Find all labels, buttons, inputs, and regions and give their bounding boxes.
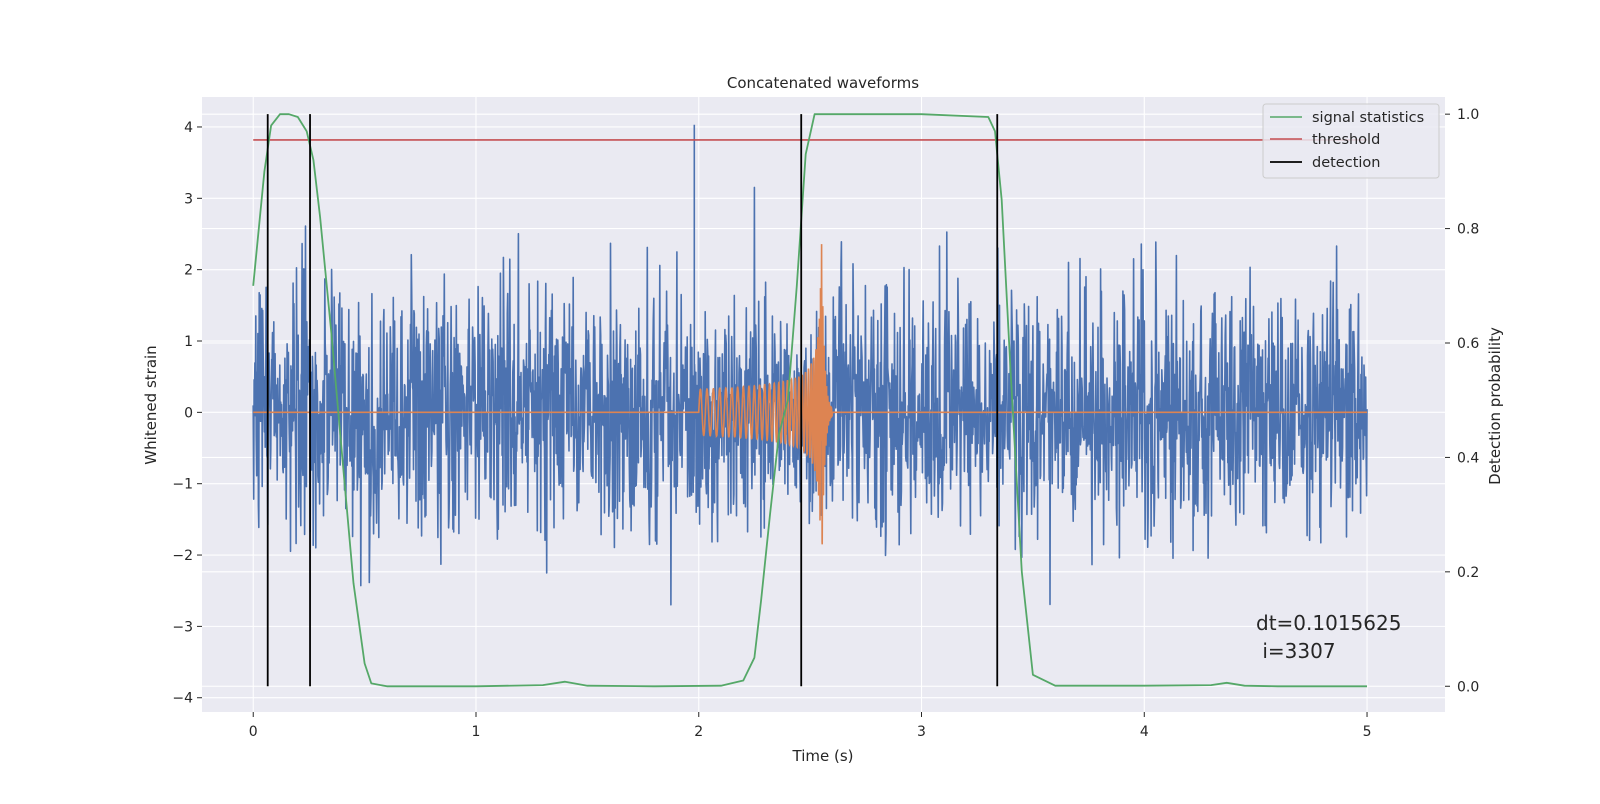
y2-axis-label: Detection probability <box>1486 327 1504 485</box>
legend-label-detection: detection <box>1312 155 1380 171</box>
y2-tick-label: 0.4 <box>1457 450 1479 466</box>
y2-tick-label: 0.6 <box>1457 336 1479 352</box>
y2-tick-label: 1.0 <box>1457 107 1479 123</box>
y2-tick-label: 0.0 <box>1457 679 1479 695</box>
y-tick-label: −1 <box>172 477 193 493</box>
y-tick-label: −2 <box>172 548 193 564</box>
series-layer <box>252 113 1368 688</box>
y-tick-label: 4 <box>184 120 193 136</box>
annotation-dt: dt=0.1015625 <box>1256 611 1401 635</box>
signal-statistics-line <box>252 113 1367 688</box>
y-tick-label: 1 <box>184 334 193 350</box>
waveform-line <box>253 244 1368 545</box>
x-tick-label: 5 <box>1363 724 1372 740</box>
x-tick-label: 0 <box>249 724 258 740</box>
legend-label-threshold: threshold <box>1312 132 1380 148</box>
y-tick-label: −4 <box>172 691 193 707</box>
y-tick-label: −3 <box>172 619 193 635</box>
ticks: 0 1 2 3 4 5 −4 −3 −2 −1 0 1 2 3 4 0.0 0.2 0.4 0.6 0.8 1.0 <box>172 107 1479 740</box>
x-tick-label: 4 <box>1140 724 1149 740</box>
y-tick-label: 3 <box>184 191 193 207</box>
legend: signal statistics threshold detection <box>1262 103 1440 179</box>
y-tick-label: 2 <box>184 263 193 279</box>
x-axis-label: Time (s) <box>792 747 854 765</box>
y-tick-label: 0 <box>184 405 193 421</box>
y2-tick-label: 0.8 <box>1457 222 1479 238</box>
chart-title: Concatenated waveforms <box>727 74 919 92</box>
x-tick-label: 3 <box>917 724 926 740</box>
legend-label-signal-statistics: signal statistics <box>1312 110 1424 126</box>
annotation-i: i=3307 <box>1256 639 1336 663</box>
y-axis-label: Whitened strain <box>142 345 160 464</box>
annotation: dt=0.1015625 i=3307 <box>1256 611 1401 663</box>
x-tick-label: 1 <box>472 724 481 740</box>
x-tick-label: 2 <box>694 724 703 740</box>
strain-line <box>252 124 1368 606</box>
legend-box <box>1262 103 1440 179</box>
y2-tick-label: 0.2 <box>1457 565 1479 581</box>
